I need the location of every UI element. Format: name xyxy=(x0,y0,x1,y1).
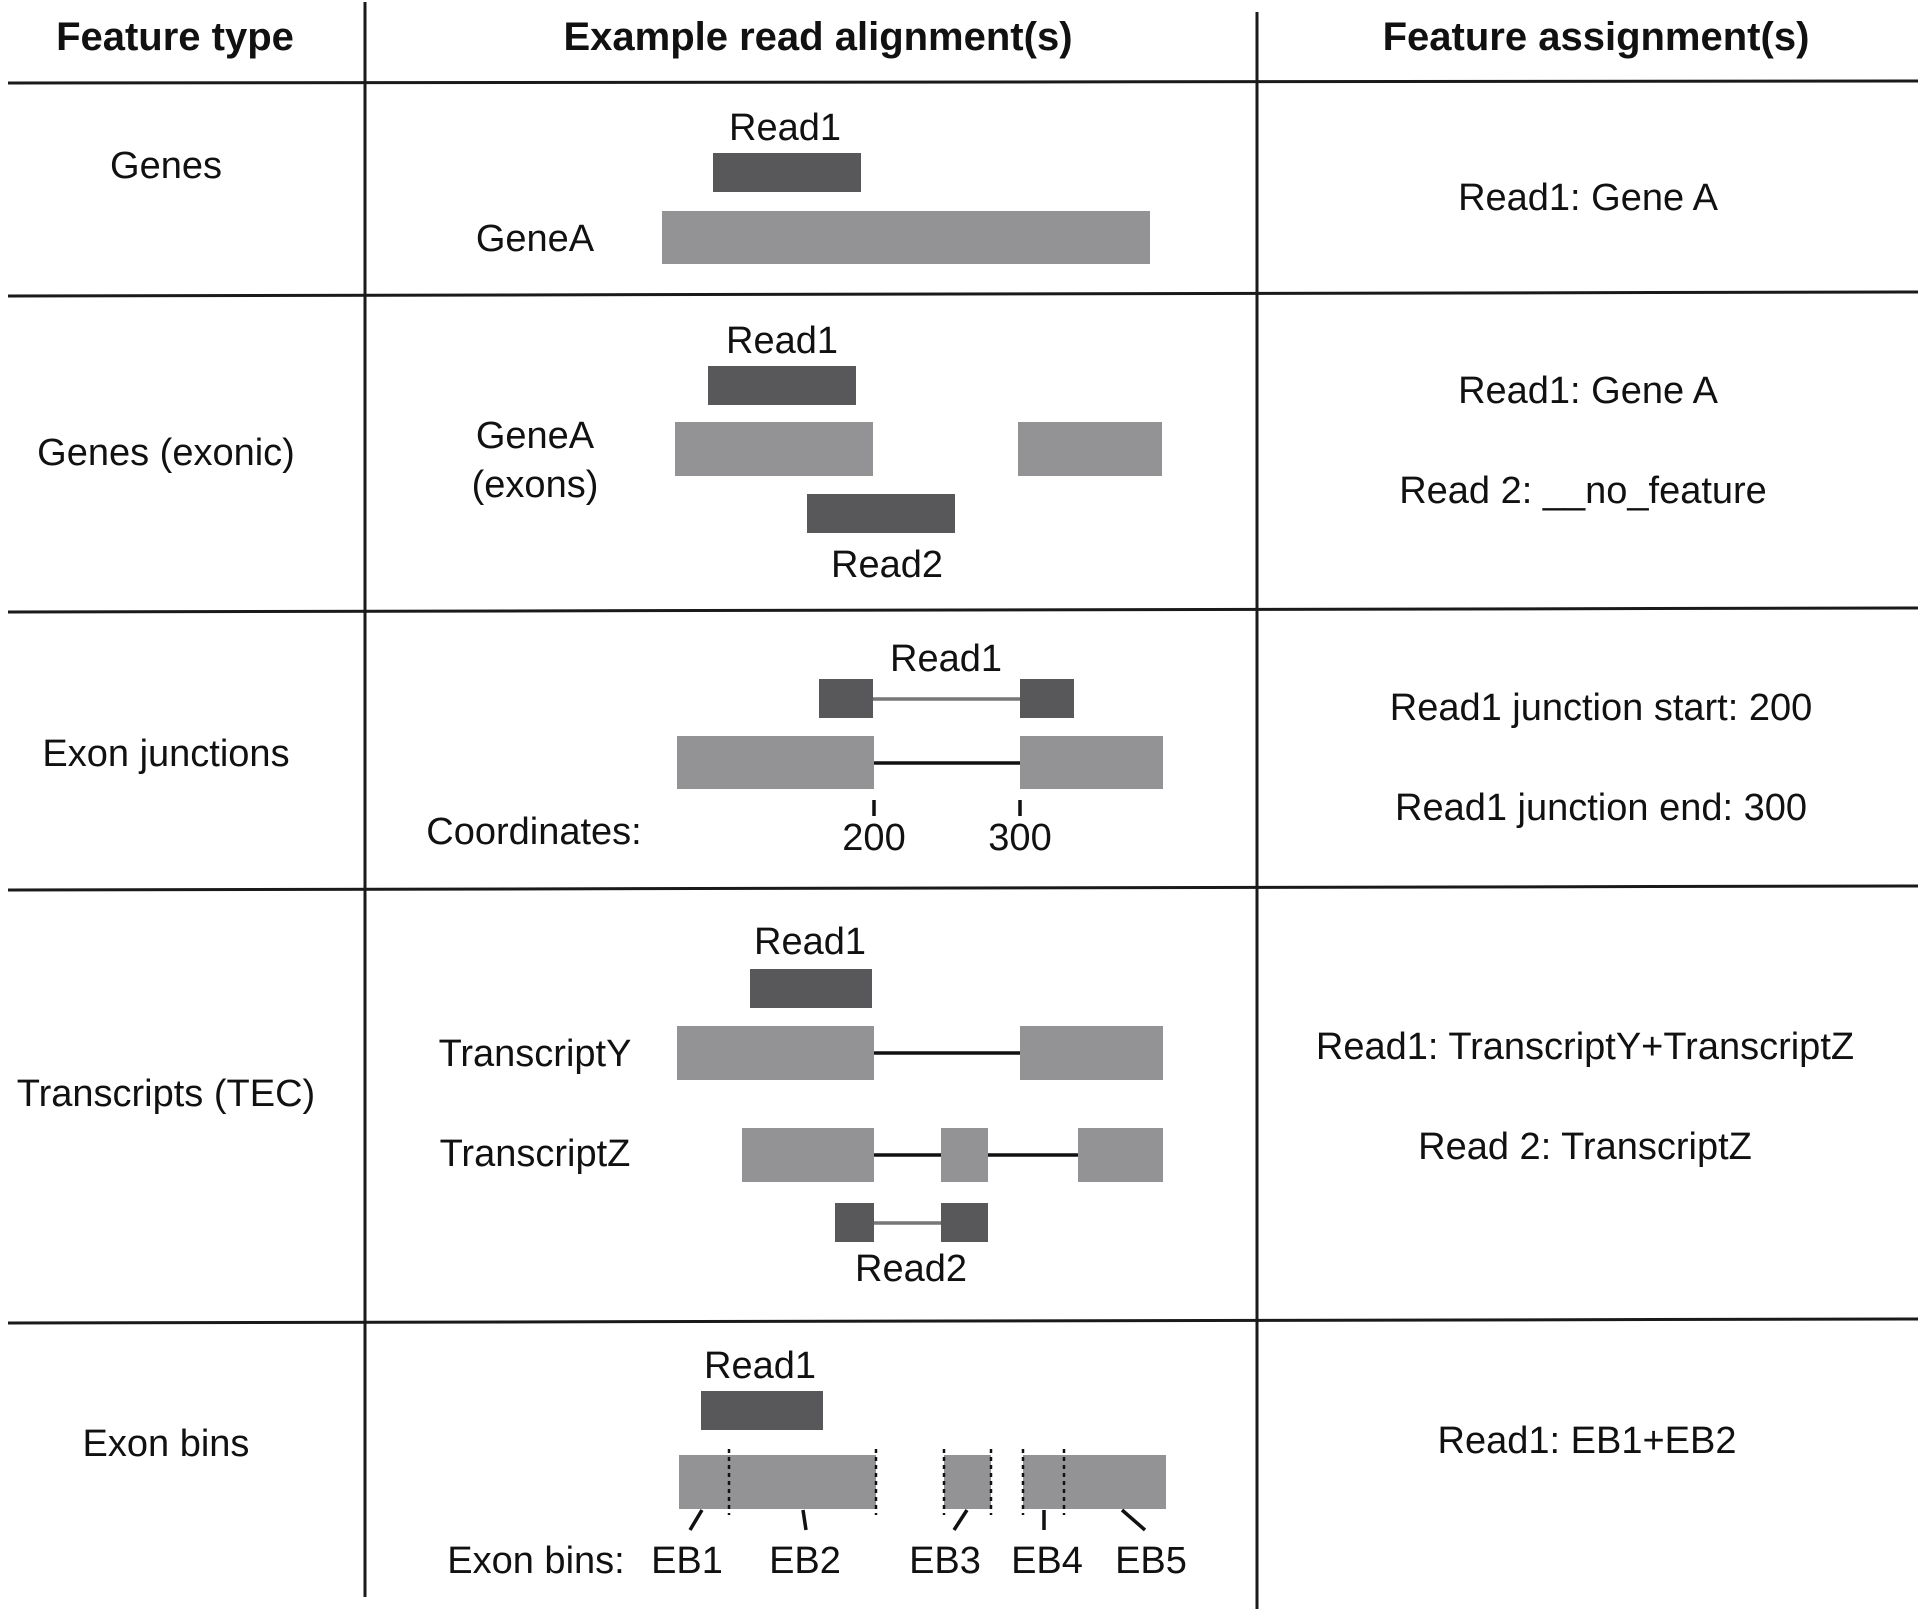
read2-label: Read2 xyxy=(831,544,943,586)
exon-bin-block-2 xyxy=(944,1455,991,1509)
exon-1-bar xyxy=(677,736,874,789)
read1-bar xyxy=(708,366,856,405)
read2-bar xyxy=(807,494,955,533)
assignment-junction-end: Read1 junction end: 300 xyxy=(1395,787,1807,829)
eb3-label: EB3 xyxy=(909,1540,981,1582)
table-grid xyxy=(7,2,1918,1609)
header-row: Feature type Example read alignment(s) F… xyxy=(56,15,1809,59)
transcript-z-exon-1 xyxy=(742,1128,874,1182)
gene-a-label: GeneA xyxy=(476,218,595,260)
transcript-z-exon-3 xyxy=(1078,1128,1163,1182)
read1-label: Read1 xyxy=(704,1345,816,1387)
read2-label: Read2 xyxy=(855,1248,967,1290)
gene-a-bar xyxy=(662,211,1150,264)
assignment-exonic-read2: Read 2: __no_feature xyxy=(1399,470,1767,512)
exon-1-bar xyxy=(675,422,873,476)
header-assignment: Feature assignment(s) xyxy=(1383,15,1810,59)
coordinate-200-label: 200 xyxy=(842,817,905,859)
read1-right-block xyxy=(1020,679,1074,718)
feature-type-exon-junctions: Exon junctions xyxy=(42,733,289,775)
row-genes-exonic: Genes (exonic) Read1 GeneA (exons) Read2… xyxy=(37,320,1767,586)
header-feature-type: Feature type xyxy=(56,15,294,59)
transcript-y-exon-1 xyxy=(677,1026,874,1080)
exon-2-bar xyxy=(1018,422,1162,476)
header-divider xyxy=(7,79,1918,85)
coordinate-300-label: 300 xyxy=(988,817,1051,859)
read1-label: Read1 xyxy=(754,921,866,963)
eb3-pointer xyxy=(952,1509,969,1531)
transcript-z-exon-2 xyxy=(941,1128,988,1182)
read1-label: Read1 xyxy=(890,638,1002,680)
eb1-label: EB1 xyxy=(651,1540,723,1582)
transcript-y-label: TranscriptY xyxy=(439,1033,632,1075)
row-exon-bins: Exon bins Read1 Exon bins: EB1 EB2 EB3 E… xyxy=(83,1345,1737,1582)
transcript-z-label: TranscriptZ xyxy=(440,1133,631,1175)
read1-label: Read1 xyxy=(729,107,841,149)
row-genes: Genes Read1 GeneA Read1: Gene A xyxy=(110,107,1719,264)
eb5-pointer xyxy=(1120,1508,1147,1532)
read1-bar xyxy=(701,1391,823,1430)
assignment-transcripts-read1: Read1: TranscriptY+TranscriptZ xyxy=(1316,1026,1854,1068)
row-divider-1 xyxy=(7,290,1918,298)
gene-a-exons-label-line1: GeneA xyxy=(476,415,595,457)
gene-a-exons-label-line2: (exons) xyxy=(472,464,599,506)
row-divider-4 xyxy=(7,1317,1918,1325)
feature-type-transcripts: Transcripts (TEC) xyxy=(17,1073,315,1115)
read2-left-block xyxy=(835,1203,874,1242)
exon-bins-label: Exon bins: xyxy=(447,1540,624,1582)
row-transcripts: Transcripts (TEC) Read1 TranscriptY Tran… xyxy=(17,921,1854,1290)
assignment-transcripts-read2: Read 2: TranscriptZ xyxy=(1418,1126,1752,1168)
row-divider-3 xyxy=(7,884,1918,892)
transcript-y-exon-2 xyxy=(1020,1026,1163,1080)
header-alignment: Example read alignment(s) xyxy=(563,15,1072,59)
read1-bar xyxy=(750,969,872,1008)
coordinates-label: Coordinates: xyxy=(426,811,641,853)
eb2-label: EB2 xyxy=(769,1540,841,1582)
exon-bin-block-1 xyxy=(679,1455,876,1509)
exon-bin-block-3 xyxy=(1023,1455,1166,1509)
eb2-pointer xyxy=(801,1509,808,1531)
feature-type-exon-bins: Exon bins xyxy=(83,1423,250,1465)
row-divider-2 xyxy=(7,606,1918,614)
read1-left-block xyxy=(819,679,873,718)
exon-2-bar xyxy=(1020,736,1163,789)
read2-right-block xyxy=(941,1203,988,1242)
row-exon-junctions: Exon junctions Read1 Coordinates: 200 30… xyxy=(42,638,1812,859)
eb1-pointer xyxy=(688,1509,704,1531)
assignment-genes-read1: Read1: Gene A xyxy=(1458,177,1719,219)
eb4-label: EB4 xyxy=(1011,1540,1083,1582)
read1-label: Read1 xyxy=(726,320,838,362)
assignment-junction-start: Read1 junction start: 200 xyxy=(1390,687,1813,729)
read1-bar xyxy=(713,153,861,192)
assignment-exonic-read1: Read1: Gene A xyxy=(1458,370,1719,412)
feature-type-genes-exonic: Genes (exonic) xyxy=(37,432,295,474)
eb5-label: EB5 xyxy=(1115,1540,1187,1582)
assignment-exon-bins-read1: Read1: EB1+EB2 xyxy=(1438,1420,1737,1462)
feature-type-genes: Genes xyxy=(110,145,222,187)
